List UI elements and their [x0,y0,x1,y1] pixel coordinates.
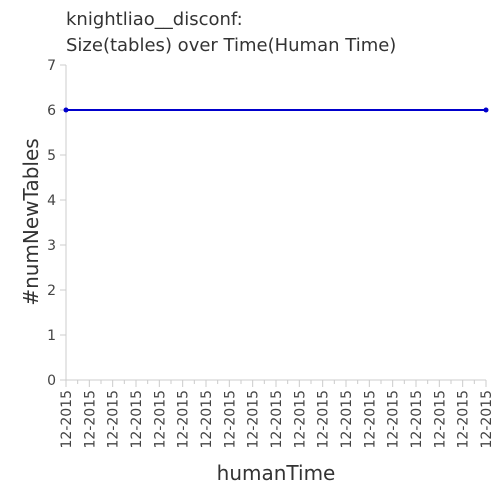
y-tick-label: 0 [47,373,56,389]
x-tick-label: 12-2015 [129,390,145,449]
x-tick-label: 12-2015 [199,390,215,449]
x-tick-label: 12-2015 [246,390,262,449]
x-tick-label: 12-2015 [362,390,378,449]
series-layer [63,107,489,113]
x-tick-label: 12-2015 [316,390,332,449]
x-tick-label: 12-2015 [222,390,238,449]
y-axis-label: #numNewTables [19,138,43,305]
x-tick-label: 12-2015 [456,390,472,449]
x-tick-label: 12-2015 [269,390,285,449]
y-axis-ticks: 0 1 2 3 4 5 6 7 [47,58,66,389]
x-tick-label: 12-2015 [106,390,122,449]
y-tick-label: 1 [47,328,56,344]
chart-title-line-2: Size(tables) over Time(Human Time) [66,35,396,56]
y-tick-label: 2 [47,283,56,299]
data-point [63,107,69,113]
y-tick-label: 4 [47,193,56,209]
x-tick-label: 12-2015 [432,390,448,449]
x-tick-label: 12-2015 [339,390,355,449]
x-tick-label: 12-2015 [409,390,425,449]
x-axis-label: humanTime [217,461,336,485]
data-point [483,107,489,113]
x-tick-label: 12-2015 [176,390,192,449]
chart-title-line-1: knightliao__disconf: [66,9,243,30]
x-tick-label: 12-2015 [152,390,168,449]
y-tick-label: 5 [47,148,56,164]
x-tick-label: 12-2015 [292,390,308,449]
x-tick-label: 12-2015 [479,390,495,449]
x-tick-label: 12-2015 [82,390,98,449]
x-tick-label: 12-2015 [386,390,402,449]
y-tick-label: 6 [47,103,56,119]
x-axis-ticks: 12-2015 12-2015 12-2015 12-2015 12-2015 12-20… [59,380,495,449]
y-tick-label: 7 [47,58,56,74]
y-tick-label: 3 [47,238,56,254]
x-tick-label: 12-2015 [59,390,75,449]
